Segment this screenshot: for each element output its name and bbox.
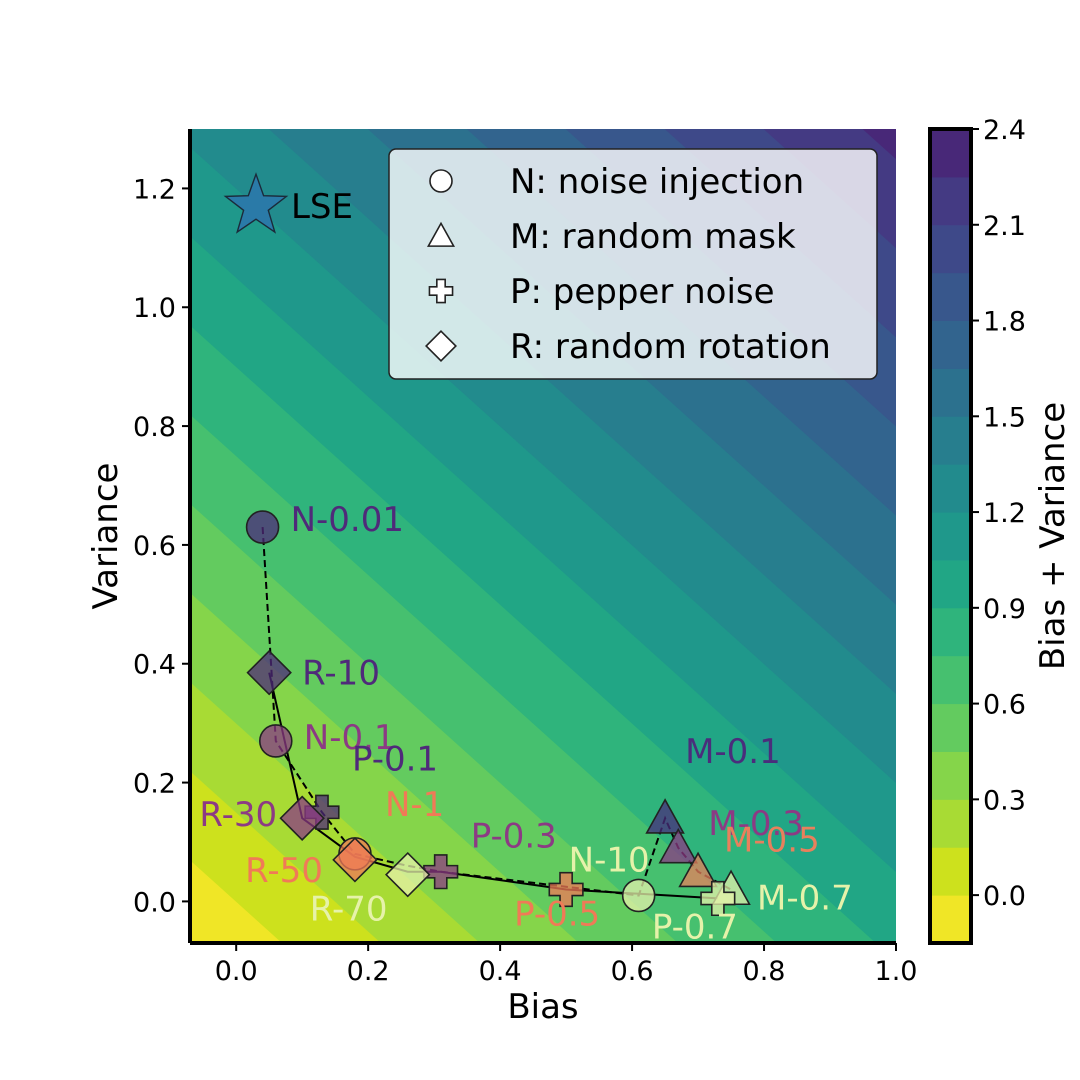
y-tick-label: 1.0 [133, 293, 176, 324]
marker-plus [423, 854, 459, 890]
y-tick-label: 0.2 [133, 769, 176, 800]
contour-band [862, 129, 896, 160]
x-tick-label: 0.2 [347, 956, 390, 987]
colorbar-band [930, 703, 971, 752]
y-axis-label: Variance [86, 463, 126, 610]
colorbar-band [930, 895, 971, 944]
legend-marker-diamond [425, 330, 457, 362]
x-tick-label: 0.0 [215, 956, 258, 987]
x-tick-label: 1.0 [875, 956, 918, 987]
marker-diamond [246, 649, 292, 696]
point-label: P-0.7 [652, 907, 738, 947]
point-labels: N-0.01 N-0.1 N-1 N-10 M-0.1 M-0.3M-0.5 M-0.7 P-… [199, 500, 852, 947]
legend-label: R: random rotation [510, 327, 831, 367]
x-tick-label: 0.8 [743, 956, 786, 987]
point-label: N-10 [569, 840, 650, 880]
legend-label: N: noise injection [510, 162, 804, 202]
axes: 0.0 0.2 0.4 0.6 0.8 1.0 0.0 0.2 0.4 0.6 0.8 1.0 1.2 [133, 129, 917, 987]
y-tick-label: 0.6 [133, 531, 176, 562]
contour-band [190, 146, 896, 873]
x-axis-label: Bias [507, 987, 578, 1027]
legend: N: noise injection M: random mask P: peppe… [388, 148, 878, 380]
y-tick-label: 0.8 [133, 412, 176, 443]
marker-circle [245, 510, 280, 544]
marker-diamond [332, 837, 378, 883]
point-label: M-0.5 [724, 821, 820, 861]
marker-circle [258, 724, 293, 758]
marker-triangle [645, 798, 685, 834]
marker-circle [621, 878, 656, 913]
x-tick-label: 0.6 [611, 956, 654, 987]
y-tick-label: 0.4 [133, 650, 176, 681]
colorbar-frame [928, 127, 973, 945]
point-label: N-0.1 [304, 718, 396, 758]
colorbar-band [930, 847, 971, 896]
marker-diamond [279, 795, 325, 841]
colorbar-band [930, 655, 971, 705]
colorbar-band [930, 799, 971, 848]
marker-plus [548, 871, 584, 908]
colorbar-band [930, 607, 971, 657]
point-label: R-10 [302, 654, 380, 694]
colorbar-tick-label: 0.0 [983, 881, 1026, 912]
point-label: P-0.1 [352, 739, 438, 779]
colorbar-tick-label: 2.1 [983, 211, 1026, 242]
colorbar-band [930, 320, 971, 369]
y-tick-label: 1.2 [133, 174, 176, 205]
lse-label: LSE [291, 187, 353, 227]
colorbar-band [930, 224, 971, 274]
colorbar-label: Bias + Variance [1033, 402, 1073, 670]
colorbar-tick-label: 1.5 [983, 402, 1026, 433]
point-label: R-70 [310, 890, 388, 930]
point-label: P-0.3 [471, 817, 557, 857]
lse-group: LSE [223, 172, 353, 234]
point-label: M-0.3 [708, 804, 804, 844]
legend-box [388, 148, 878, 380]
point-label: P-0.5 [514, 895, 600, 935]
colorbar-tick-label: 1.8 [983, 307, 1026, 338]
colorbar-band [930, 368, 971, 417]
colorbar-band [930, 129, 971, 178]
colorbar-tick-label: 0.6 [983, 690, 1026, 721]
legend-marker-triangle [426, 221, 456, 247]
colorbar: 0.0 0.3 0.6 0.9 1.2 1.5 1.8 2.1 2.4 [928, 115, 1026, 945]
colorbar-band [930, 512, 971, 561]
data-markers [245, 510, 751, 917]
lse-star-marker [223, 172, 289, 234]
marker-triangle [678, 851, 718, 888]
colorbar-band [930, 176, 971, 226]
point-label: R-30 [199, 795, 277, 835]
marker-diamond [385, 851, 431, 898]
marker-plus [700, 880, 736, 917]
point-label: M-0.1 [685, 732, 781, 772]
colorbar-tick-label: 1.2 [983, 498, 1026, 529]
colorbar-band [930, 416, 971, 465]
point-label: M-0.7 [757, 879, 853, 919]
legend-marker-circle [429, 169, 453, 193]
colorbar-band [930, 272, 971, 322]
contour-band [190, 129, 896, 784]
legend-marker-plus [428, 278, 454, 304]
colorbar-tick-label: 2.4 [983, 115, 1026, 146]
point-label: N-0.01 [291, 500, 404, 540]
x-tick-label: 0.4 [479, 956, 522, 987]
colorbar-tick-label: 0.9 [983, 594, 1026, 625]
colorbar-band [930, 751, 971, 800]
legend-label: M: random mask [510, 217, 796, 257]
legend-label: P: pepper noise [510, 272, 775, 312]
colorbar-band [930, 559, 971, 609]
colorbar-tick-label: 0.3 [983, 785, 1026, 816]
y-tick-label: 0.0 [133, 887, 176, 918]
point-label: N-1 [385, 785, 444, 825]
colorbar-band [930, 464, 971, 513]
marker-triangle [658, 827, 699, 864]
point-label: R-50 [245, 851, 323, 891]
